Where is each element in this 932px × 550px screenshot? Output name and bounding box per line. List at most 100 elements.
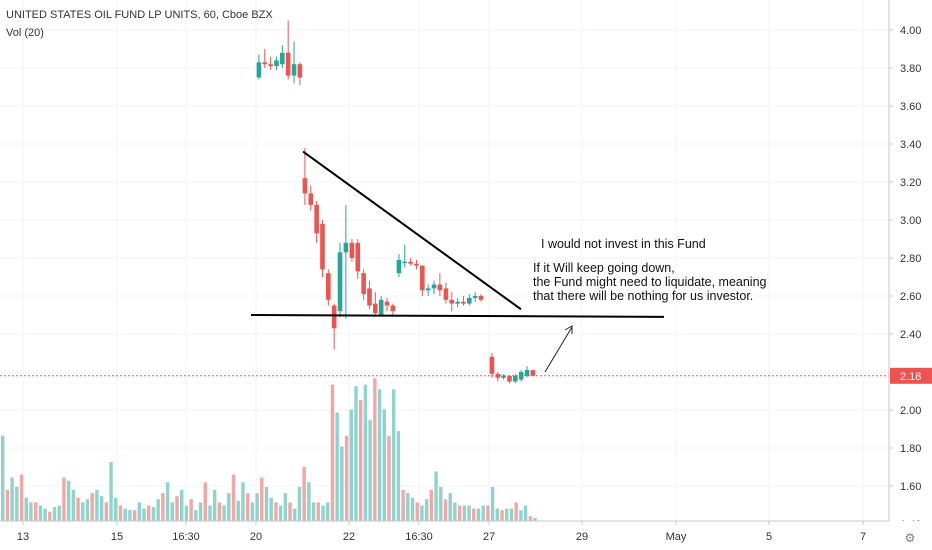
price-tick-label: 3.80 <box>900 63 921 75</box>
volume-bar <box>147 505 151 521</box>
volume-bar <box>363 384 368 521</box>
volume-bar <box>109 462 113 521</box>
volume-bar <box>519 510 523 521</box>
candle-body <box>443 288 449 300</box>
candle-body <box>513 375 518 382</box>
volume-bar <box>24 497 28 521</box>
candle-body <box>308 193 314 205</box>
volume-bar <box>410 497 415 521</box>
candle-body <box>449 299 455 304</box>
volume-bar <box>420 505 424 521</box>
time-tick-label: May <box>666 531 687 543</box>
volume-bar <box>104 502 109 521</box>
volume-bar <box>66 480 71 521</box>
volume-bar <box>5 490 10 521</box>
volume-bar <box>236 500 240 521</box>
price-tick-label: 3.20 <box>900 177 921 189</box>
volume-bar <box>500 510 504 521</box>
candle-body <box>455 301 460 304</box>
volume-bar <box>269 497 273 521</box>
volume-bar <box>344 435 349 521</box>
price-tick-label: 2.80 <box>900 253 921 265</box>
volume-bar <box>307 482 311 521</box>
volume-bar <box>335 412 339 521</box>
candle-body <box>256 62 262 78</box>
candle-body <box>355 242 361 272</box>
volume-bar <box>151 507 156 521</box>
volume-bar <box>533 517 537 521</box>
time-tick-label: 13 <box>17 531 29 543</box>
candle-body <box>414 263 419 266</box>
time-tick-label: 15 <box>111 531 123 543</box>
volume-bar <box>278 505 283 521</box>
volume-bar <box>457 505 462 521</box>
candle-body <box>507 375 512 382</box>
price-tick-label: 2.00 <box>900 405 921 417</box>
volume-bar <box>255 493 259 521</box>
volume-bar <box>137 502 142 521</box>
price-tick-label: 3.40 <box>900 139 921 151</box>
candle-body <box>291 64 297 76</box>
volume-bar <box>62 477 66 521</box>
last-price-badge <box>890 367 932 384</box>
candle-body <box>302 178 308 194</box>
candle-body <box>285 52 291 76</box>
volume-bar <box>118 505 123 521</box>
time-tick-label: 27 <box>483 531 495 543</box>
candle-body <box>280 52 285 65</box>
candle-body <box>326 273 331 300</box>
annotation-line-3: the Fund might need to liquidate, meanin… <box>533 275 767 289</box>
candle-body <box>437 284 443 291</box>
volume-bar <box>401 490 405 521</box>
volume-bar <box>391 389 396 521</box>
candle-body <box>402 261 408 263</box>
volume-bar <box>288 502 292 521</box>
volume-bar <box>396 431 401 521</box>
annotation-arrow-head <box>564 325 573 334</box>
volume-bar <box>76 497 80 521</box>
candle-body <box>337 252 343 312</box>
volume-bar <box>170 502 174 521</box>
volume-bar <box>382 409 386 521</box>
candle-body <box>489 356 495 374</box>
volume-bar <box>472 508 476 521</box>
volume-bar <box>180 490 184 521</box>
volume-bar <box>453 502 457 521</box>
volume-bar <box>71 490 76 521</box>
price-tick-label: 2.60 <box>900 291 921 303</box>
volume-bar <box>330 384 335 521</box>
price-tick-label: 4.00 <box>900 25 921 37</box>
candle-body <box>367 288 372 306</box>
annotation-line-4: that there will be nothing for us invest… <box>533 289 754 303</box>
candle-body <box>268 64 273 67</box>
volume-bar <box>184 505 189 521</box>
volume-bar <box>486 505 490 521</box>
volume-bar <box>264 486 269 521</box>
volume-bar <box>274 502 278 521</box>
candle-body <box>343 242 349 253</box>
annotation-line-1: I would not invest in this Fund <box>541 237 706 251</box>
volume-bar <box>165 482 170 521</box>
volume-bar <box>316 502 321 521</box>
price-tick-label: 3.00 <box>900 215 921 227</box>
time-tick-label: 20 <box>250 531 262 543</box>
annotation-line-2: If it Will keep going down, <box>533 261 675 275</box>
symbol-title: UNITED STATES OIL FUND LP UNITS, 60, Cbo… <box>6 9 273 21</box>
candle-body <box>349 242 355 258</box>
price-axis-bg <box>889 0 932 550</box>
candle-body <box>373 303 378 314</box>
volume-bar <box>142 508 146 521</box>
candle-body <box>274 60 279 67</box>
volume-bar <box>198 502 203 521</box>
volume-bar <box>467 505 471 521</box>
last-price-label: 2.18 <box>900 371 921 383</box>
support-trendline <box>250 314 665 318</box>
candle-body <box>472 296 478 298</box>
candle-body <box>384 301 390 306</box>
volume-bar <box>203 482 207 521</box>
candle-body <box>408 261 413 264</box>
volume-bar <box>415 502 419 521</box>
volume-bar <box>132 510 137 521</box>
volume-bar <box>354 386 358 521</box>
